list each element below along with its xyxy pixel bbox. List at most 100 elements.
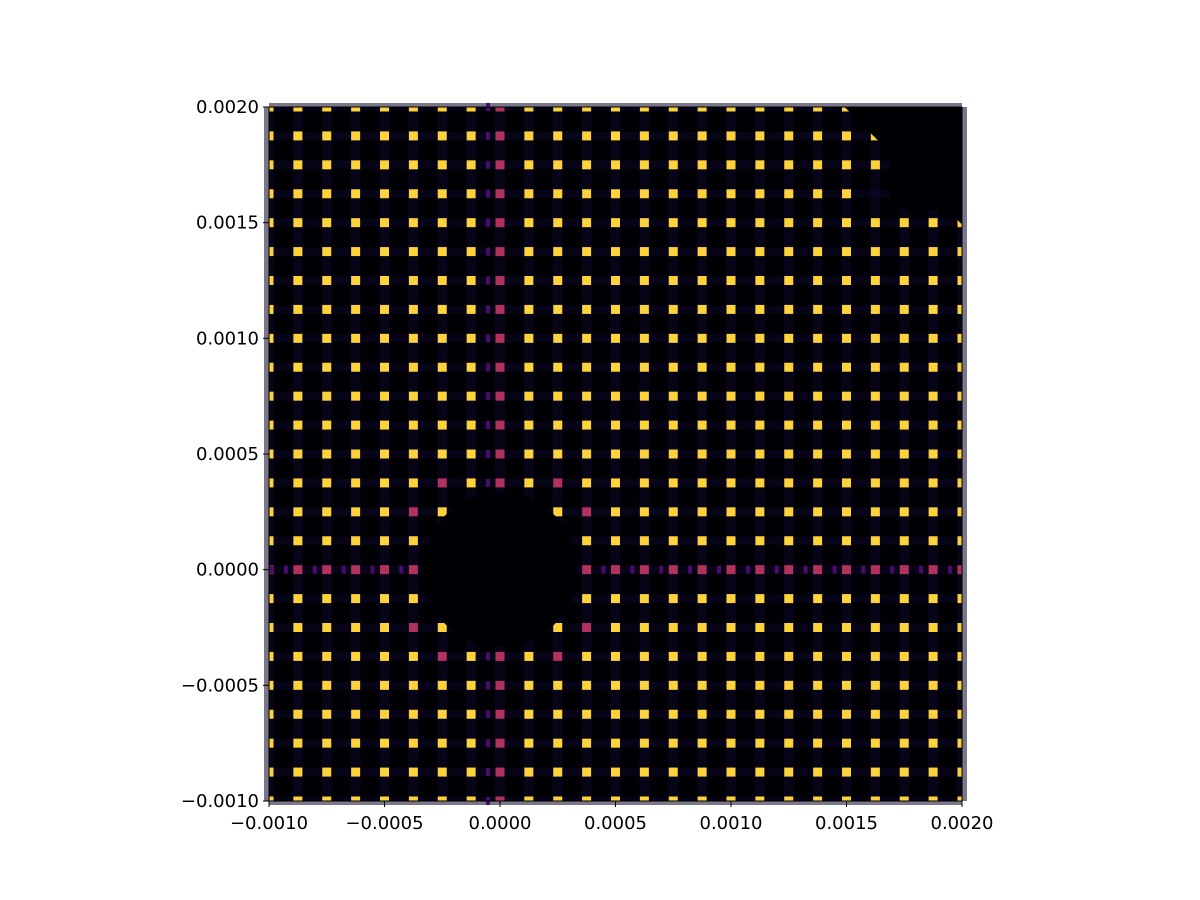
hot-spot (900, 710, 909, 719)
hot-spot (611, 247, 620, 256)
hot-spot (611, 189, 620, 198)
hot-spot (640, 710, 649, 719)
hot-spot (727, 594, 736, 603)
hot-spot (842, 421, 851, 430)
hot-spot (842, 276, 851, 285)
hot-spot (351, 450, 360, 459)
hot-spot (467, 247, 476, 256)
hot-spot (871, 565, 880, 574)
hot-spot (524, 218, 533, 227)
hot-spot (871, 450, 880, 459)
hot-spot (524, 160, 533, 169)
side-lobe (486, 334, 490, 342)
hot-spot (438, 797, 447, 802)
hot-spot (871, 305, 880, 314)
hot-spot (409, 478, 418, 487)
hot-spot (784, 131, 793, 140)
hot-spot (813, 478, 822, 487)
hot-spot (755, 478, 764, 487)
hot-spot (322, 131, 331, 140)
hot-spot (553, 107, 562, 112)
hot-spot (755, 710, 764, 719)
hot-spot (669, 305, 678, 314)
hot-spot (842, 392, 851, 401)
hot-spot (611, 131, 620, 140)
hot-spot (755, 247, 764, 256)
hot-spot (409, 565, 418, 574)
hot-spot (784, 594, 793, 603)
hot-spot (929, 507, 938, 516)
hot-spot (813, 189, 822, 198)
hot-spot (351, 739, 360, 748)
hot-spot (611, 623, 620, 632)
hot-spot (409, 739, 418, 748)
side-lobe (804, 566, 808, 574)
hot-spot (438, 131, 447, 140)
hot-spot (958, 739, 963, 748)
hot-spot (900, 623, 909, 632)
hot-spot (496, 218, 505, 227)
hot-spot (438, 107, 447, 112)
hot-spot (380, 478, 389, 487)
hot-spot (293, 160, 302, 169)
hot-spot (929, 334, 938, 343)
hot-spot (813, 594, 822, 603)
hot-spot (380, 450, 389, 459)
hot-spot (496, 478, 505, 487)
hot-spot (842, 131, 851, 140)
hot-spot (322, 536, 331, 545)
hot-spot (351, 218, 360, 227)
hot-spot (611, 681, 620, 690)
hot-spot (727, 363, 736, 372)
hot-spot (582, 565, 591, 574)
hot-spot (322, 739, 331, 748)
hot-spot (929, 478, 938, 487)
hot-spot (322, 478, 331, 487)
hot-spot (269, 218, 274, 227)
hot-spot (409, 768, 418, 777)
hot-spot (467, 739, 476, 748)
hot-spot (293, 478, 302, 487)
hot-spot (496, 160, 505, 169)
hot-spot (669, 768, 678, 777)
hot-spot (871, 768, 880, 777)
hot-spot (900, 218, 909, 227)
hot-spot (553, 160, 562, 169)
hot-spot (438, 681, 447, 690)
hot-spot (958, 450, 963, 459)
hot-spot (438, 623, 447, 632)
hot-spot (553, 421, 562, 430)
hot-spot (842, 797, 851, 802)
hot-spot (409, 797, 418, 802)
hot-spot (842, 247, 851, 256)
hot-spot (409, 276, 418, 285)
hot-spot (871, 247, 880, 256)
hot-spot (467, 305, 476, 314)
hot-spot (871, 276, 880, 285)
hot-spot (438, 421, 447, 430)
hot-spot (640, 536, 649, 545)
hot-spot (640, 160, 649, 169)
hot-spot (727, 334, 736, 343)
hot-spot (322, 450, 331, 459)
side-lobe (486, 277, 490, 285)
hot-spot (524, 450, 533, 459)
hot-spot (582, 305, 591, 314)
hot-spot (640, 507, 649, 516)
x-tick-label: 0.0010 (700, 813, 763, 834)
hot-spot (524, 131, 533, 140)
hot-spot (755, 797, 764, 802)
hot-spot (727, 131, 736, 140)
hot-spot (351, 247, 360, 256)
hot-spot (958, 478, 963, 487)
hot-spot (524, 478, 533, 487)
hot-spot (322, 507, 331, 516)
hot-spot (409, 652, 418, 661)
hot-spot (611, 421, 620, 430)
hot-spot (322, 107, 331, 112)
hot-spot (322, 189, 331, 198)
hot-spot (582, 160, 591, 169)
hot-spot (351, 363, 360, 372)
hot-spot (669, 131, 678, 140)
side-lobe (688, 566, 692, 574)
